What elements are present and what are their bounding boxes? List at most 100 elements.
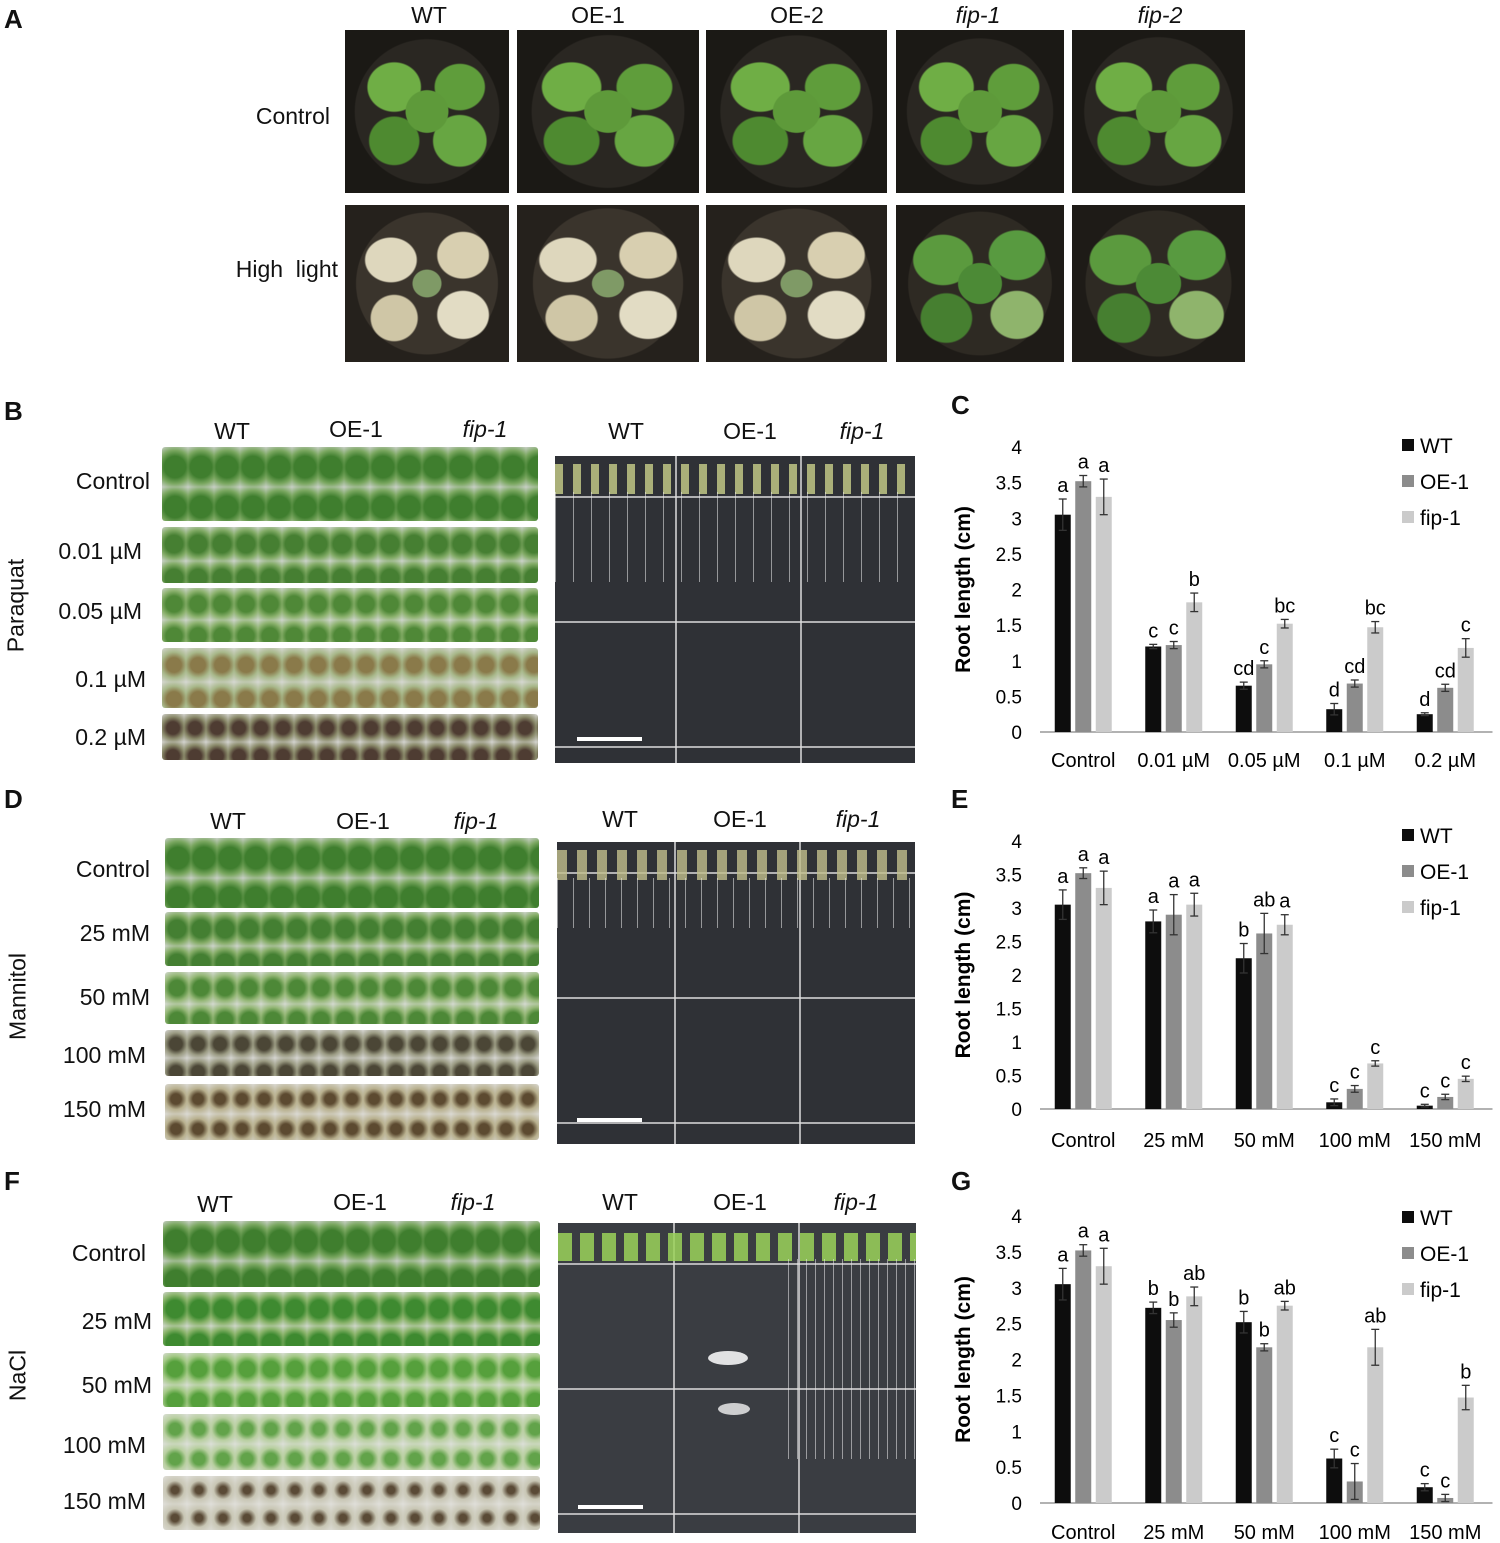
bar <box>1235 958 1252 1109</box>
y-tick-label: 3 <box>1011 509 1022 530</box>
panel-a-row-high-light: High light <box>235 256 338 282</box>
significance-letter: c <box>1350 1440 1360 1462</box>
panel-b-col-fip1: fip-1 <box>462 416 508 442</box>
bar <box>1235 685 1252 732</box>
x-category-label: 25 mM <box>1143 1522 1204 1543</box>
plate-b-col-wt: WT <box>608 418 644 444</box>
bar <box>1235 1322 1252 1503</box>
seedling-strip-nacl-100 <box>163 1414 540 1470</box>
y-axis-label: Root length (cm) <box>952 892 975 1059</box>
bar <box>1095 1266 1112 1503</box>
panel-a-col-wt: WT <box>411 2 447 28</box>
bar <box>1075 873 1092 1109</box>
significance-letter: cd <box>1344 656 1365 678</box>
bar <box>1367 627 1384 732</box>
bar <box>1276 623 1293 732</box>
significance-letter: a <box>1098 847 1110 869</box>
bar <box>1054 1284 1071 1503</box>
x-category-label: 150 mM <box>1409 1522 1481 1543</box>
bar <box>1256 1347 1273 1503</box>
bar <box>1367 1063 1384 1109</box>
y-tick-label: 2 <box>1011 1351 1022 1372</box>
seedling-row <box>558 1233 916 1261</box>
significance-letter: a <box>1279 891 1291 913</box>
y-tick-label: 1 <box>1011 1422 1022 1443</box>
seedling-strip-paraquat-0-05 <box>162 588 538 642</box>
panel-a-col-fip1: fip-1 <box>955 2 1001 28</box>
significance-letter: bc <box>1365 598 1386 620</box>
legend-label: fip-1 <box>1420 1279 1461 1302</box>
panel-f-col-fip1: fip-1 <box>450 1189 496 1215</box>
seedling-row <box>557 850 915 880</box>
legend-swatch <box>1402 1283 1414 1295</box>
x-category-label: 0.2 µM <box>1414 750 1476 772</box>
panel-b-row-4: 0.2 µM <box>75 724 146 750</box>
bar <box>1457 647 1474 732</box>
panel-f-row-0: Control <box>71 1240 146 1266</box>
seedling-row <box>555 464 915 494</box>
seedling-strip-nacl-25 <box>163 1292 540 1346</box>
panel-b-row-0: Control <box>75 468 150 494</box>
seedling-strip-mannitol-150 <box>165 1084 539 1140</box>
panel-a-col-oe1: OE-1 <box>571 2 625 28</box>
significance-letter: a <box>1189 869 1201 891</box>
significance-letter: c <box>1350 1062 1360 1084</box>
significance-letter: a <box>1078 1221 1090 1243</box>
seedling-strip-mannitol-control <box>165 838 539 908</box>
x-category-label: 50 mM <box>1234 1130 1295 1152</box>
y-tick-label: 1 <box>1011 652 1022 673</box>
panel-label-e: E <box>951 784 969 814</box>
plate-d-col-wt: WT <box>602 806 638 832</box>
root-lines <box>555 492 915 582</box>
significance-letter: c <box>1461 1052 1471 1074</box>
significance-letter: ab <box>1183 1263 1205 1285</box>
seedling-strip-nacl-control <box>163 1221 540 1287</box>
panel-d-col-oe1: OE-1 <box>336 808 390 834</box>
panel-d-row-3: 100 mM <box>62 1042 146 1068</box>
panel-d-col-fip1: fip-1 <box>453 808 499 834</box>
legend-swatch <box>1402 475 1414 487</box>
bar <box>1095 496 1112 732</box>
bar <box>1416 714 1433 732</box>
significance-letter: c <box>1440 1470 1450 1492</box>
significance-letter: a <box>1057 866 1069 888</box>
legend-label: WT <box>1420 1207 1453 1230</box>
bar <box>1346 683 1363 732</box>
x-category-label: 50 mM <box>1234 1522 1295 1543</box>
significance-letter: a <box>1168 871 1180 893</box>
plant-photo-fip1-high-light <box>896 205 1064 362</box>
bar <box>1256 933 1273 1109</box>
panel-f-row-1: 25 mM <box>81 1308 152 1334</box>
y-tick-label: 0.5 <box>996 1067 1022 1088</box>
seedling-strip-paraquat-0-1 <box>162 648 538 708</box>
bar <box>1457 1078 1474 1109</box>
x-category-label: Control <box>1051 1522 1115 1543</box>
significance-letter: c <box>1420 1460 1430 1482</box>
x-category-label: 25 mM <box>1143 1130 1204 1152</box>
panel-label-d: D <box>4 784 23 814</box>
bar <box>1075 481 1092 732</box>
seedling-strip-mannitol-100 <box>165 1030 539 1076</box>
significance-letter: a <box>1098 455 1110 477</box>
plate-f-col-fip1: fip-1 <box>833 1189 879 1215</box>
x-category-label: 0.1 µM <box>1324 750 1386 772</box>
panel-label-b: B <box>4 396 23 426</box>
y-tick-label: 4 <box>1011 832 1022 853</box>
significance-letter: c <box>1370 1037 1380 1059</box>
significance-letter: ab <box>1253 889 1275 911</box>
bar <box>1165 645 1182 732</box>
plant-photo-oe2-high-light <box>706 205 887 362</box>
glare <box>718 1403 750 1415</box>
significance-letter: ab <box>1364 1305 1386 1327</box>
significance-letter: c <box>1148 620 1158 642</box>
panel-a-col-fip2: fip-2 <box>1137 2 1183 28</box>
bar <box>1054 514 1071 732</box>
y-tick-label: 2 <box>1011 966 1022 987</box>
bar <box>1145 646 1162 732</box>
chart-g-root-length: 0 0.5 1 1.5 2 2.5 3 3.5 4 Root length (cm) Control… <box>952 1207 1493 1543</box>
legend-swatch <box>1402 865 1414 877</box>
significance-letter: c <box>1329 1425 1339 1447</box>
significance-letter: c <box>1169 618 1179 640</box>
panel-f-col-oe1: OE-1 <box>333 1189 387 1215</box>
scale-bar <box>578 1505 643 1509</box>
